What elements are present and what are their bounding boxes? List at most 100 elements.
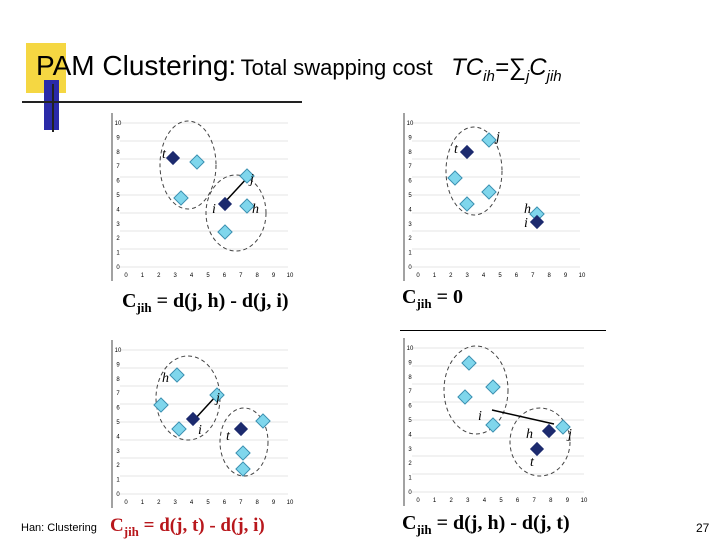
axis-tick-label: 8 [116,377,120,383]
axis-tick-label: 2 [408,236,412,242]
axis-tick-label: 2 [116,236,120,242]
axis-tick-label: 7 [408,164,412,170]
axis-tick-label: 8 [408,150,412,156]
cluster-outline [205,174,267,252]
axis-tick-label: 6 [516,498,520,504]
panel-3-plot: h j i t 00 1 1 2 2 3 3 4 4 5 5 6 6 7 7 8 8 9 9 10 10 [111,340,294,508]
axis-tick-label: 4 [116,207,120,213]
axis-tick-label: 9 [566,498,570,504]
axis-tick-label: 6 [116,179,120,185]
data-point [185,411,201,427]
axis-tick-label: 0 [116,492,120,498]
axis-tick-label: 5 [116,420,120,426]
axis-tick-label: 9 [272,500,276,506]
panel-3: h j i t 0 0 1 1 2 2 3 3 4 4 5 5 6 6 7 7 8 8 9 9 10 10 [108,340,298,508]
point-label-h: h [524,202,531,217]
axis-tick-label: 3 [408,222,412,228]
axis-tick-label: 10 [579,273,586,279]
axis-tick-label: 0 [124,273,128,279]
panel-3-formula: Cjih = d(j, t) - d(j, i) [110,515,265,539]
axis-tick-label: 7 [531,273,535,279]
axis-tick-label: 4 [408,207,412,213]
panel-2-underline [400,330,606,331]
axis-tick-label: 0 [124,500,128,506]
axis-tick-label: 9 [408,135,412,141]
distance-line [491,409,555,425]
point-label-t: t [454,142,459,157]
axis-tick-label: 5 [498,273,502,279]
data-point [235,445,251,461]
axis-tick-label: 0 [416,498,420,504]
axis-tick-label: 7 [116,391,120,397]
panel-2-formula: Cjih = 0 [402,286,464,311]
point-label-i: i [198,423,202,438]
axis-tick-label: 6 [223,273,227,279]
data-point [485,379,501,395]
axis-tick-label: 4 [408,432,412,438]
axis-tick-label: 1 [116,478,120,484]
axis-tick-label: 5 [408,193,412,199]
data-point [481,184,497,200]
slide-title: PAM Clustering: Total swapping cost TCih… [36,50,562,85]
title-main: PAM Clustering: [36,50,237,81]
axis-tick-label: 1 [408,251,412,257]
cluster-outline [509,407,571,477]
axis-tick-label: 1 [116,251,120,257]
axis-tick-label: 6 [515,273,519,279]
axis-tick-label: 4 [483,498,487,504]
point-label-h: h [162,371,169,386]
axis-tick-label: 6 [408,404,412,410]
data-point [457,389,473,405]
axis-tick-label: 7 [533,498,537,504]
axis-tick-label: 7 [116,164,120,170]
footer-text: Han: Clustering [21,522,97,534]
cluster-outline [159,120,217,210]
axis-tick-label: 9 [564,273,568,279]
data-point [529,206,545,222]
axis-tick-label: 0 [408,490,412,496]
panel-1-plot: t j i h 00 1 1 2 2 3 3 4 4 5 5 6 6 7 7 8 8 9 9 10 10 [111,113,294,281]
data-point [555,419,571,435]
axis-tick-label: 0 [416,273,420,279]
data-point [165,150,181,166]
data-point [255,413,271,429]
cluster-outline [445,126,503,216]
title-accent-blue [44,80,59,130]
axis-tick-label: 10 [287,500,294,506]
cluster-outline [155,355,221,441]
axis-tick-label: 6 [223,500,227,506]
axis-tick-label: 10 [581,498,588,504]
panel-4-formula: Cjih = d(j, h) - d(j, t) [402,512,570,537]
panel-4-plot: i h j t 00 1 1 2 2 3 3 4 4 5 5 6 6 7 7 8 8 9 9 10 10 [403,338,588,506]
point-label-t: t [530,455,535,470]
axis-tick-label: 9 [116,362,120,368]
panel-2-plot: t j h i 00 1 1 2 2 3 3 4 4 5 5 6 6 7 7 8 8 9 9 10 10 [403,113,586,281]
axis-tick-label: 4 [116,434,120,440]
data-point [189,154,205,170]
axis-tick-label: 7 [239,500,243,506]
distance-line [193,395,217,421]
axis-tick-label: 6 [408,179,412,185]
point-label-j: j [494,130,500,145]
data-point [447,170,463,186]
data-point [461,355,477,371]
axis-tick-label: 8 [548,273,552,279]
axis-tick-label: 3 [466,273,470,279]
axis-tick-label: 3 [116,449,120,455]
axis-tick-label: 7 [408,389,412,395]
data-point [169,367,185,383]
title-accent-hline [22,101,302,103]
axis-tick-label: 3 [466,498,470,504]
data-point [209,387,225,403]
axis-tick-label: 2 [450,498,454,504]
data-point [529,441,545,457]
axis-tick-label: 5 [499,498,503,504]
axis-tick-label: 7 [239,273,243,279]
axis-tick-label: 10 [287,273,294,279]
axis-tick-label: 8 [116,150,120,156]
point-label-i: i [212,202,216,217]
point-label-h: h [252,202,259,217]
title-accent-vline [52,84,54,132]
axis-tick-label: 0 [116,265,120,271]
point-label-j: j [248,172,254,187]
